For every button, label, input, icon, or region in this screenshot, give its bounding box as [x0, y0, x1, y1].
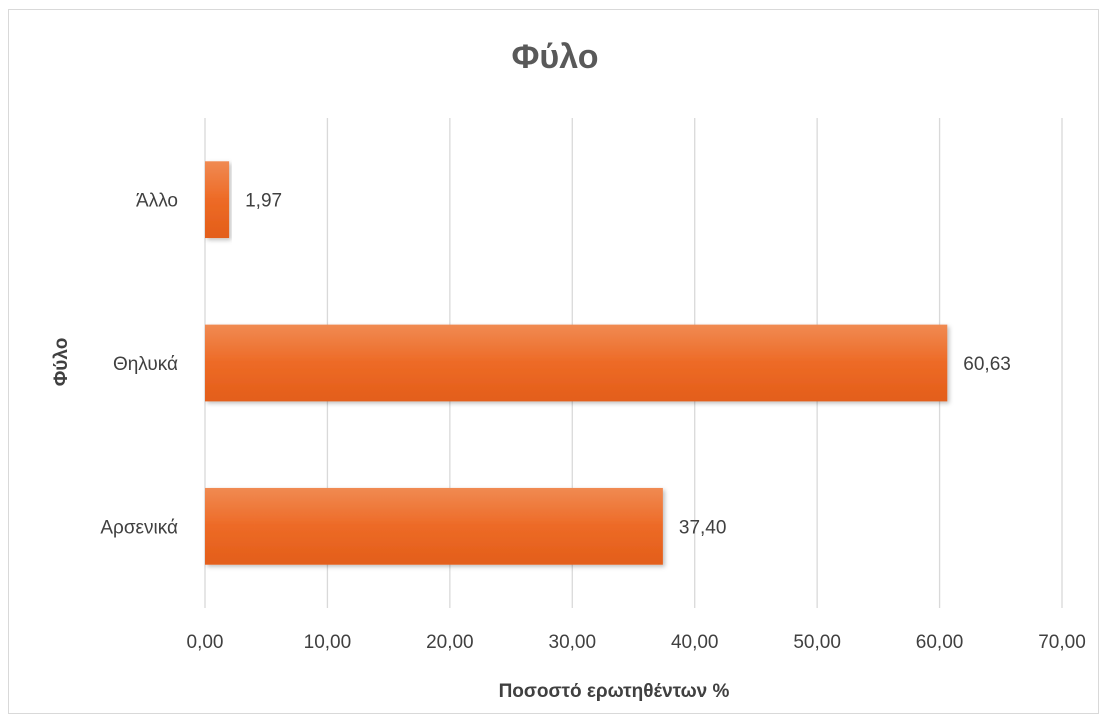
x-tick-label: 20,00 — [426, 632, 474, 653]
x-tick-label: 60,00 — [916, 632, 964, 653]
bar — [205, 324, 948, 402]
data-label: 37,40 — [679, 517, 727, 538]
x-tick-label: 0,00 — [187, 632, 224, 653]
x-axis-title: Ποσοστό ερωτηθέντων % — [499, 681, 730, 702]
y-axis-title: Φύλο — [51, 338, 72, 387]
category-label: Θηλυκά — [113, 354, 178, 375]
data-label: 60,63 — [963, 354, 1011, 375]
x-tick-label: 70,00 — [1038, 632, 1086, 653]
chart-title: Φύλο — [512, 38, 599, 76]
x-tick-label: 40,00 — [671, 632, 719, 653]
x-tick-labels: 0,00 10,00 20,00 30,00 40,00 50,00 60,00 70,00 — [187, 632, 1086, 653]
x-tick-label: 10,00 — [304, 632, 352, 653]
category-labels: Άλλο Θηλυκά Αρσενικά — [100, 191, 178, 539]
bar — [205, 487, 663, 565]
x-tick-label: 30,00 — [549, 632, 597, 653]
bar — [205, 161, 230, 239]
bars — [205, 161, 948, 565]
category-label: Αρσενικά — [100, 517, 178, 538]
category-label: Άλλο — [136, 191, 178, 212]
data-labels: 1,97 60,63 37,40 — [245, 191, 1011, 539]
data-label: 1,97 — [245, 191, 282, 212]
x-tick-label: 50,00 — [793, 632, 841, 653]
